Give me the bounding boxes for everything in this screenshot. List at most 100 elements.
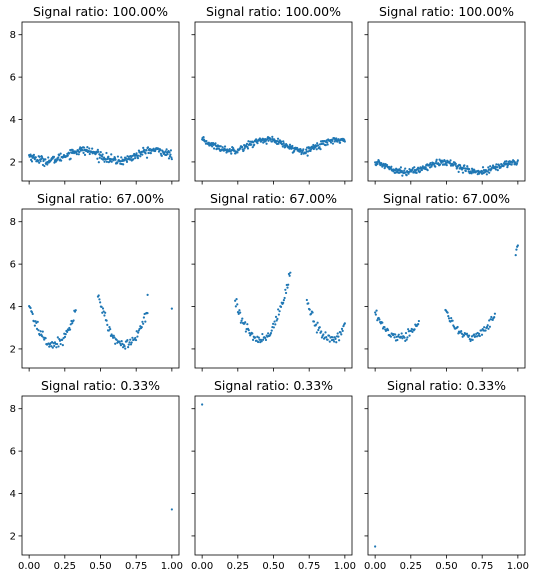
panel-5: Signal ratio: 67.00% <box>191 191 353 372</box>
y-tick-label: 6 <box>10 447 16 458</box>
data-point <box>487 166 490 169</box>
data-point <box>385 163 389 167</box>
scatter-points <box>234 271 346 344</box>
data-point <box>405 338 408 341</box>
data-point <box>386 329 390 332</box>
data-point <box>272 326 275 329</box>
x-tick-label: 1.00 <box>507 561 529 572</box>
data-point <box>205 139 208 143</box>
data-point <box>130 341 133 344</box>
data-point <box>407 172 410 175</box>
data-point <box>137 331 140 334</box>
panel-title: Signal ratio: 67.00% <box>383 191 510 206</box>
data-point <box>88 152 91 156</box>
data-point <box>462 334 466 337</box>
data-point <box>488 325 491 328</box>
y-tick-label: 6 <box>10 73 16 84</box>
data-point <box>311 311 314 314</box>
panel-1: Signal ratio: 100.00% 2 4 6 8 <box>10 4 180 185</box>
data-point <box>44 337 47 340</box>
axes-frame <box>21 395 180 556</box>
data-point <box>449 159 452 162</box>
data-point <box>254 138 258 141</box>
x-tick-label: 0.50 <box>89 561 111 572</box>
scatter-points <box>28 146 173 168</box>
data-point <box>148 147 152 151</box>
data-point <box>407 328 410 331</box>
data-point <box>142 146 145 149</box>
data-point <box>103 314 106 317</box>
data-point <box>506 164 509 167</box>
data-point <box>56 336 59 339</box>
data-point <box>32 153 36 156</box>
data-point <box>456 325 459 329</box>
data-point <box>48 345 51 348</box>
data-point <box>282 140 285 143</box>
panel-8: Signal ratio: 0.33% 0.00 0.25 0.50 0.75 1.00 <box>191 378 356 572</box>
data-point <box>282 142 285 145</box>
data-point <box>262 338 265 341</box>
data-point <box>253 143 256 146</box>
data-point <box>333 340 336 343</box>
data-point <box>315 323 318 326</box>
data-point <box>86 146 89 149</box>
data-point <box>316 321 319 324</box>
data-point <box>33 158 36 161</box>
data-point <box>56 158 59 161</box>
data-point <box>417 323 420 326</box>
data-point <box>312 320 316 323</box>
data-point <box>113 336 116 339</box>
data-point <box>168 151 171 154</box>
data-point <box>326 141 329 144</box>
data-point <box>316 142 319 145</box>
data-point <box>467 334 471 337</box>
data-point <box>282 299 285 302</box>
data-point <box>68 328 72 331</box>
data-point <box>279 305 283 308</box>
data-point <box>484 329 487 332</box>
data-point <box>104 311 107 314</box>
data-point <box>305 148 308 151</box>
data-point <box>145 156 149 159</box>
data-point <box>401 337 404 340</box>
data-point <box>335 341 338 344</box>
data-point <box>429 162 432 165</box>
data-point <box>493 312 497 315</box>
data-point <box>338 339 341 342</box>
data-point <box>239 147 242 150</box>
data-point <box>129 343 133 346</box>
scatter-points <box>374 244 519 343</box>
panel-title: Signal ratio: 0.33% <box>41 378 160 393</box>
data-point <box>98 156 101 159</box>
data-point <box>461 171 465 174</box>
data-point <box>144 152 147 155</box>
data-point <box>237 312 240 315</box>
data-point <box>146 146 150 149</box>
data-point <box>134 157 137 160</box>
data-point <box>135 330 138 333</box>
data-point <box>142 322 145 325</box>
data-point <box>276 137 280 140</box>
scatter-points <box>170 508 173 511</box>
data-point <box>126 338 129 342</box>
data-point <box>108 326 111 329</box>
data-point <box>91 147 94 150</box>
data-point <box>39 330 42 333</box>
data-point <box>107 155 110 158</box>
data-point <box>420 168 424 172</box>
data-point <box>38 155 41 159</box>
data-point <box>335 137 338 140</box>
data-point <box>170 307 173 310</box>
data-point <box>277 313 280 316</box>
data-point <box>496 169 499 172</box>
data-point <box>141 320 144 323</box>
data-point <box>270 329 273 332</box>
data-point <box>389 335 393 338</box>
data-point <box>281 145 284 148</box>
panel-title: Signal ratio: 67.00% <box>37 191 164 206</box>
data-point <box>516 244 519 247</box>
data-point <box>46 163 49 166</box>
data-point <box>201 403 204 406</box>
data-point <box>473 169 476 172</box>
